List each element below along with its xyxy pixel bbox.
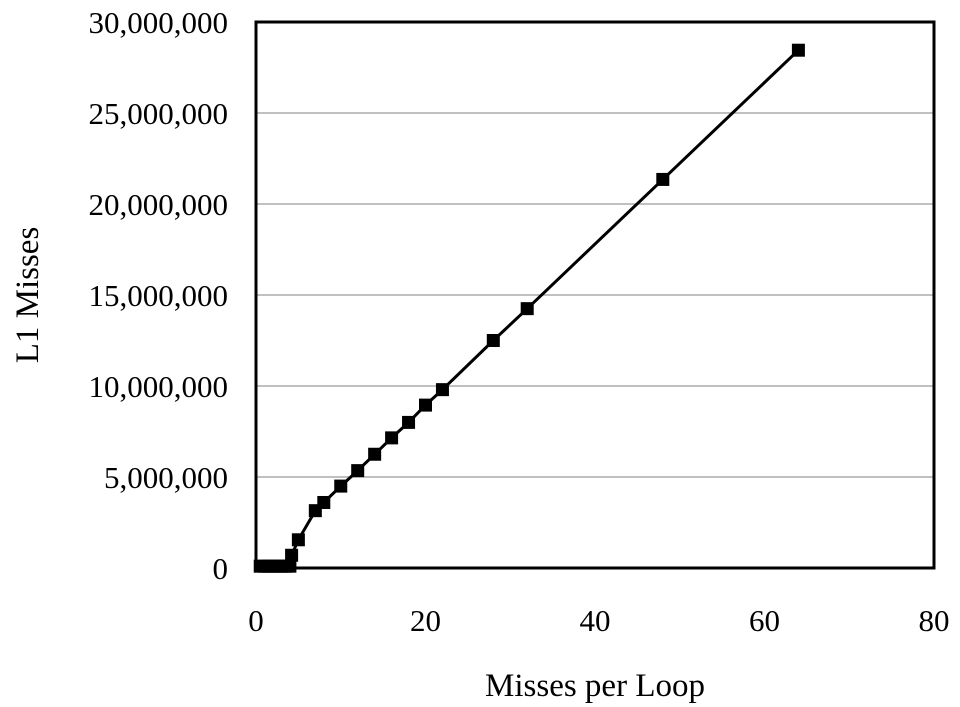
data-point-marker [402,415,416,429]
x-tick-label: 20 [410,603,441,638]
data-point-marker [334,479,348,493]
data-point-marker [435,383,449,397]
data-point-marker [791,43,805,57]
data-point-marker [291,533,305,547]
gridlines [256,112,934,478]
y-axis-ticks: 0 5,000,000 10,000,000 15,000,000 20,000,000… [89,5,229,586]
x-tick-label: 40 [580,603,611,638]
y-tick-label: 25,000,000 [89,96,229,131]
y-tick-label: 20,000,000 [89,187,229,222]
data-point-marker [351,464,365,478]
x-tick-label: 0 [248,603,264,638]
x-axis-label: Misses per Loop [485,668,705,704]
x-axis-ticks: 0 20 40 60 80 [248,603,949,638]
data-point-marker [419,398,432,412]
data-series [253,43,805,573]
data-point-marker [486,334,500,347]
y-tick-label: 15,000,000 [89,278,229,313]
data-point-marker [283,559,297,573]
data-point-marker [385,431,399,445]
y-axis-label: L1 Misses [10,227,46,364]
y-tick-label: 5,000,000 [104,460,228,495]
y-tick-label: 30,000,000 [89,5,229,40]
x-tick-label: 80 [919,603,950,638]
plot-area-frame [254,20,936,570]
data-point-marker [520,302,534,316]
y-tick-label: 10,000,000 [89,369,229,404]
data-point-marker [285,548,299,562]
data-point-marker [656,172,670,186]
x-tick-label: 60 [749,603,780,638]
data-point-marker [317,495,331,509]
y-tick-label: 0 [213,551,229,586]
data-point-marker [368,447,382,461]
